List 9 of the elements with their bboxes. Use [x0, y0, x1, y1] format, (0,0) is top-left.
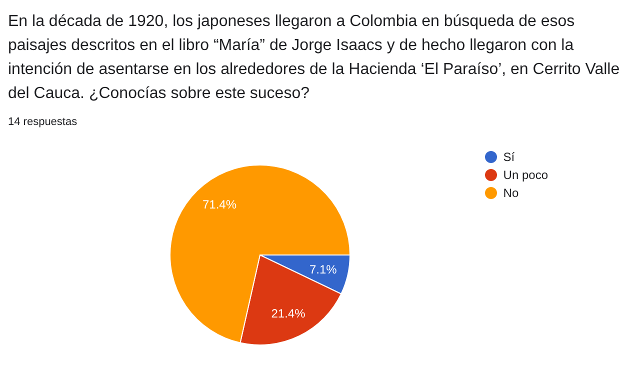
chart-title: En la década de 1920, los japoneses llegaron a Colombia en búsqueda de esos paisajes descritos en el libro “María” de Jorge Isaacs y de hecho llegaron con la intención de asentarse en los alrededores de la Hacienda ‘El Paraíso’, en Cerrito Valle del Cauca. ¿Conocías sobre este suceso?	[8, 12, 621, 104]
legend-label: No	[503, 185, 519, 202]
data-label: 7.1%	[310, 262, 338, 276]
legend-label: Sí	[503, 149, 515, 166]
data-label: 71.4%	[202, 197, 237, 212]
text: 14 respuestas	[8, 116, 78, 128]
pie-slice	[170, 164, 350, 344]
data-label: 21.4%	[271, 306, 306, 320]
legend-label: Un poco	[503, 167, 548, 184]
